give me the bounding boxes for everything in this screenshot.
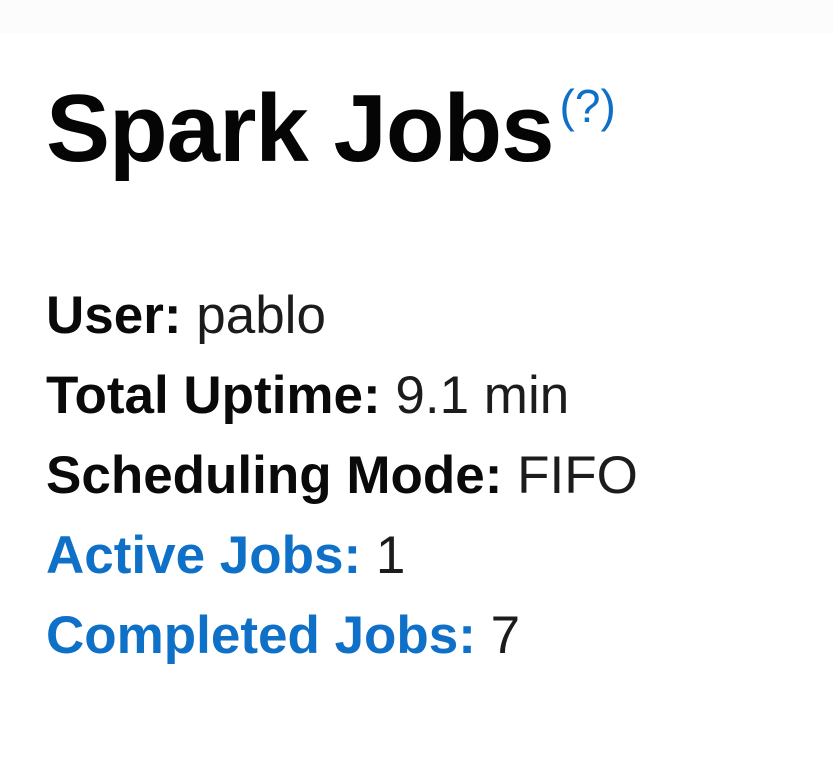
summary-value-user: pablo (196, 286, 326, 345)
summary-link-completed-jobs[interactable]: Completed Jobs: (46, 606, 476, 665)
page-title-text: Spark Jobs (46, 75, 555, 182)
summary-item-user: User: pablo (46, 276, 638, 356)
page-title: Spark Jobs (?) (46, 81, 616, 177)
help-link[interactable]: (?) (559, 80, 616, 132)
summary-value-scheduling-mode: FIFO (517, 446, 638, 505)
summary-item-completed-jobs: Completed Jobs: 7 (46, 596, 638, 676)
spark-jobs-page: Spark Jobs (?) User: pablo Total Uptime: … (0, 33, 833, 780)
navbar-bottom-edge (0, 0, 833, 33)
summary-link-active-jobs[interactable]: Active Jobs: (46, 526, 362, 585)
job-summary-list: User: pablo Total Uptime: 9.1 min Schedu… (46, 276, 638, 676)
summary-item-active-jobs: Active Jobs: 1 (46, 516, 638, 596)
summary-value-total-uptime: 9.1 min (395, 366, 570, 425)
summary-item-total-uptime: Total Uptime: 9.1 min (46, 356, 638, 436)
summary-item-scheduling-mode: Scheduling Mode: FIFO (46, 436, 638, 516)
summary-value-completed-jobs: 7 (490, 606, 521, 665)
summary-value-active-jobs: 1 (375, 526, 406, 585)
summary-label-total-uptime: Total Uptime: (46, 366, 381, 425)
summary-label-scheduling-mode: Scheduling Mode: (46, 446, 503, 505)
summary-label-user: User: (46, 286, 182, 345)
